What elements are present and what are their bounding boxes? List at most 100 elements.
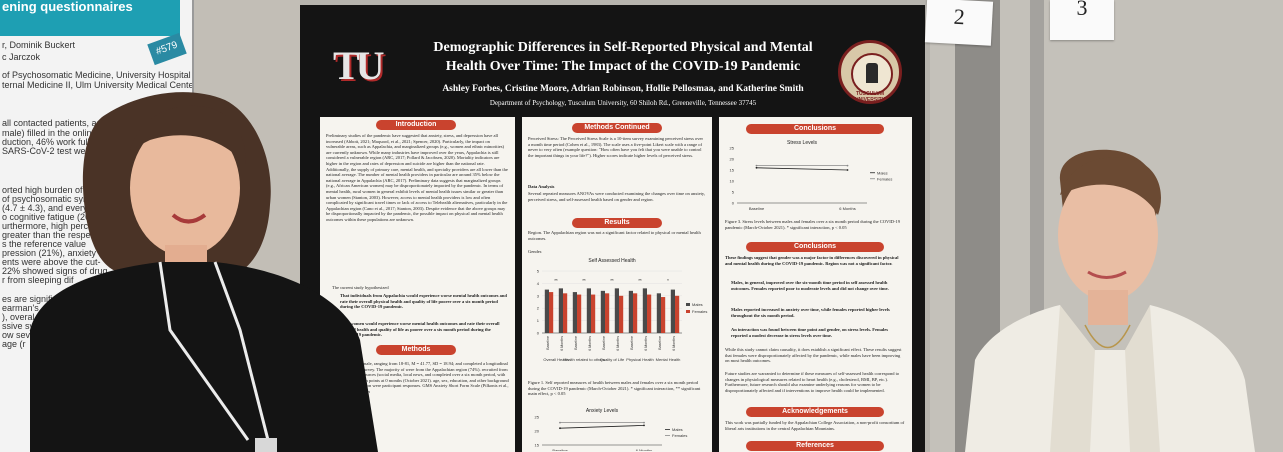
x-tick-label: Baseline — [749, 206, 765, 211]
data-point — [643, 421, 645, 424]
y-tick-label: 2 — [537, 306, 540, 311]
bar-females — [675, 295, 680, 333]
significance-marker: ** — [638, 278, 642, 283]
results-text: Region. The Appalachian region was not a… — [528, 230, 701, 241]
x-tick-label: Baseline — [552, 448, 568, 451]
series-line-males — [559, 425, 645, 429]
data-point — [846, 164, 849, 167]
bar-females — [549, 292, 554, 333]
background-poster-line: c Jarczok — [2, 52, 41, 62]
conclusion-bullet-1: Males, in general, improved over the six… — [731, 280, 889, 291]
bar-males — [656, 293, 661, 333]
background-poster-header: ening questionnaires — [0, 0, 180, 36]
methods-continued-heading: Methods Continued — [572, 123, 662, 133]
background-poster-line: SARS-CoV-2 test were between — [2, 146, 131, 156]
bar-females — [591, 294, 596, 333]
acknowledgements-heading: Acknowledgements — [746, 407, 884, 417]
bar-males — [544, 289, 549, 333]
poster-title-line1: Demographic Differences in Self-Reported… — [433, 40, 813, 55]
figure3-caption: Figure 3. Stress levels between males an… — [725, 219, 900, 230]
tusculum-logo: TU — [333, 43, 385, 88]
legend-label: Females — [672, 433, 687, 438]
seal-text: TUSCULUM UNIVERSITY — [854, 91, 885, 103]
x-tick-label: Baseline — [546, 336, 550, 350]
y-tick-label: 0 — [732, 201, 735, 206]
background-poster-line: r, Dominik Buckert — [2, 40, 76, 50]
background-poster-line: ents were above the cut- — [2, 257, 101, 267]
conclusion-text-2: Future studies are warranted to determin… — [725, 371, 900, 393]
hypothesis-1: That individuals from Appalachia would e… — [340, 293, 507, 310]
gender-label: Gender. — [528, 249, 543, 254]
x-tick-label: Baseline — [630, 336, 634, 350]
x-tick-label: Baseline — [602, 336, 606, 350]
university-seal-icon: TUSCULUM UNIVERSITY — [838, 40, 902, 104]
x-tick-label: 6 Months — [616, 336, 620, 351]
poster-title-line2: Health Over Time: The Impact of the COVI… — [445, 59, 801, 74]
bar-males — [572, 292, 577, 333]
background-poster-line: r from sleeping dif — [2, 275, 74, 285]
number-card-3: 3 — [1050, 0, 1114, 40]
background-poster-line: earman's — [2, 303, 39, 313]
data-point — [755, 164, 758, 167]
background-poster-line: es are signifi — [2, 294, 53, 304]
y-tick-label: 1 — [537, 318, 540, 323]
x-tick-label: Baseline — [574, 336, 578, 350]
presenter-left — [30, 92, 378, 452]
legend-swatch — [686, 303, 690, 306]
figure1-caption: Figure 1. Self reported measures of heal… — [528, 380, 701, 397]
y-tick-label: 20 — [730, 157, 735, 162]
y-tick-label: 15 — [730, 168, 735, 173]
bar-females — [647, 294, 652, 333]
poster-title: Demographic Differences in Self-Reported… — [418, 38, 828, 76]
conclusion-bullet-2: Males reported increased in anxiety over… — [731, 307, 890, 318]
anxiety-levels-chart: Anxiety Levels 15 20 25 Baseline 6 Months Male… — [535, 408, 688, 451]
y-tick-label: 5 — [537, 269, 540, 274]
conclusion-bullet-3: An interaction was found between time po… — [731, 327, 888, 338]
y-tick-label: 4 — [537, 281, 540, 286]
methods-continued-text: Perceived Stress: The Perceived Stress S… — [528, 136, 703, 158]
x-tick-label: 6 Months — [839, 206, 855, 211]
background-poster-line: ternal Medicine II, Ulm University Medic… — [2, 80, 194, 90]
y-tick-label: 10 — [730, 179, 735, 184]
group-label: Physical Health — [626, 357, 654, 362]
group-label: Health related to others — [563, 357, 605, 362]
series-line-males — [756, 167, 848, 171]
group-label: Quality of Life — [600, 357, 625, 362]
poster-department: Department of Psychology, Tusculum Unive… — [489, 99, 757, 107]
bar-females — [577, 294, 582, 333]
legend-label: Males — [672, 427, 683, 432]
legend-label: Females — [877, 176, 892, 181]
background-poster-line: ), overal — [2, 312, 35, 322]
conclusions-summary: These findings suggest that gender was a… — [725, 255, 899, 266]
y-tick-label: 25 — [730, 146, 735, 151]
self-assessed-health-chart: Self Assessed Health 0 1 2 3 4 5 Baseline 6 Mont… — [537, 258, 708, 362]
x-tick-label: 6 Months — [588, 336, 592, 351]
background-poster-line: orted high burden of post- — [2, 185, 106, 195]
data-point — [643, 424, 645, 427]
bar-males — [670, 289, 675, 333]
legend-swatch — [686, 310, 690, 313]
y-tick-label: 15 — [535, 443, 540, 448]
x-tick-label: 6 Months — [644, 336, 648, 351]
conclusion-text-1: While this study cannot claim causality,… — [725, 347, 902, 364]
background-poster-line: ssive sy — [2, 321, 35, 331]
data-point — [559, 427, 561, 430]
bar-males — [586, 288, 591, 333]
x-tick-label: 6 Months — [672, 336, 676, 351]
methods-heading: Methods — [376, 345, 456, 355]
bar-females — [661, 297, 666, 333]
data-point — [755, 166, 758, 169]
x-tick-label: 6 Months — [560, 336, 564, 351]
legend-label: Females — [692, 309, 707, 314]
background-poster-line: ow seve — [2, 330, 36, 340]
background-poster-line: of psychosomatic symptom — [2, 194, 111, 204]
x-tick-label: 6 Months — [636, 448, 652, 451]
data-analysis-text: Several repeated measures ANOVAs were co… — [528, 191, 705, 202]
significance-marker: * — [667, 278, 669, 283]
poster-column-1: Introduction Preliminary studies of the … — [320, 117, 515, 452]
poster-column-2: Methods Continued Perceived Stress: The … — [522, 117, 712, 452]
bar-females — [563, 293, 568, 333]
data-analysis-heading: Data Analysis — [528, 184, 555, 189]
background-poster-line: duction, 46% work full-time an — [2, 137, 123, 147]
y-tick-label: 5 — [732, 190, 735, 195]
